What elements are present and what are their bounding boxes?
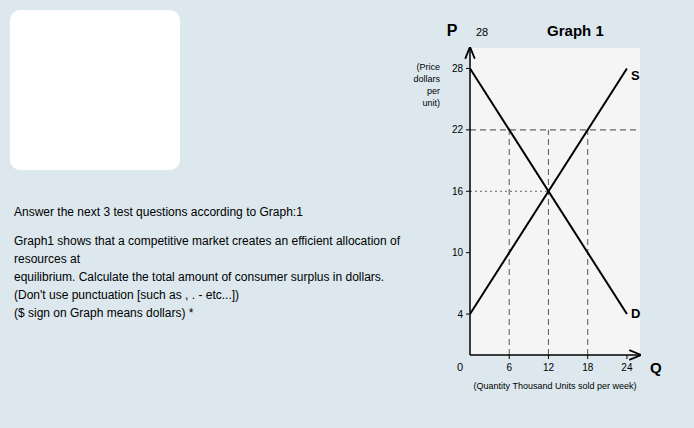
y-label-sub-line: per [427,86,440,96]
x-tick-label: 24 [621,362,633,373]
note: Graph1 shows that a competitive market c… [14,232,414,322]
y-label-sub-line: (Price [416,62,440,72]
y-tick-label: 4 [457,309,463,320]
y-tick-label: 22 [452,124,464,135]
y-tick [466,252,470,253]
page: {"chart_data": {"type": "line", "title":… [0,0,694,428]
y-tick-label: 28 [452,63,464,74]
y-tick-label: 16 [452,186,464,197]
y-axis-line [469,48,471,355]
x-tick [548,355,549,359]
dashed-vertical-line [548,130,549,355]
y-tick [466,68,470,69]
series-label: D [631,306,640,321]
x-tick-label: 18 [582,362,594,373]
plot-background [470,48,640,355]
dotted-equilibrium-line [470,191,548,192]
origin-label: 0 [457,361,463,373]
y-label: P [447,22,458,39]
x-tick [509,355,510,359]
y-label-sub: (Price dollars per unit) [413,62,440,108]
x-tick-label: 6 [506,362,512,373]
dashed-vertical-line [587,130,588,355]
y-tick [466,129,470,130]
x-tick [587,355,588,359]
x-tick [626,355,627,359]
y-label-sub-line: unit) [422,98,440,108]
x-axis-line [470,354,640,356]
series-label: S [631,68,640,83]
note: Answer the next 3 test questions accordi… [14,205,414,219]
series-line [470,68,627,314]
x-label: Q [650,359,662,376]
marks [470,68,640,355]
dashed-vertical-line [509,130,510,355]
title: Graph 1 [547,22,604,39]
panel [10,10,180,170]
x-tick-label: 12 [543,362,555,373]
dashed-horizontal-line [470,129,640,130]
top-label: 28 [476,26,488,38]
y-tick-label: 10 [452,247,464,258]
y-tick [466,191,470,192]
y-tick [466,314,470,315]
series-line [470,68,627,314]
y-label-sub-line: dollars [413,74,440,84]
x-label-sub: (Quantity Thousand Units sold per week) [474,381,637,391]
